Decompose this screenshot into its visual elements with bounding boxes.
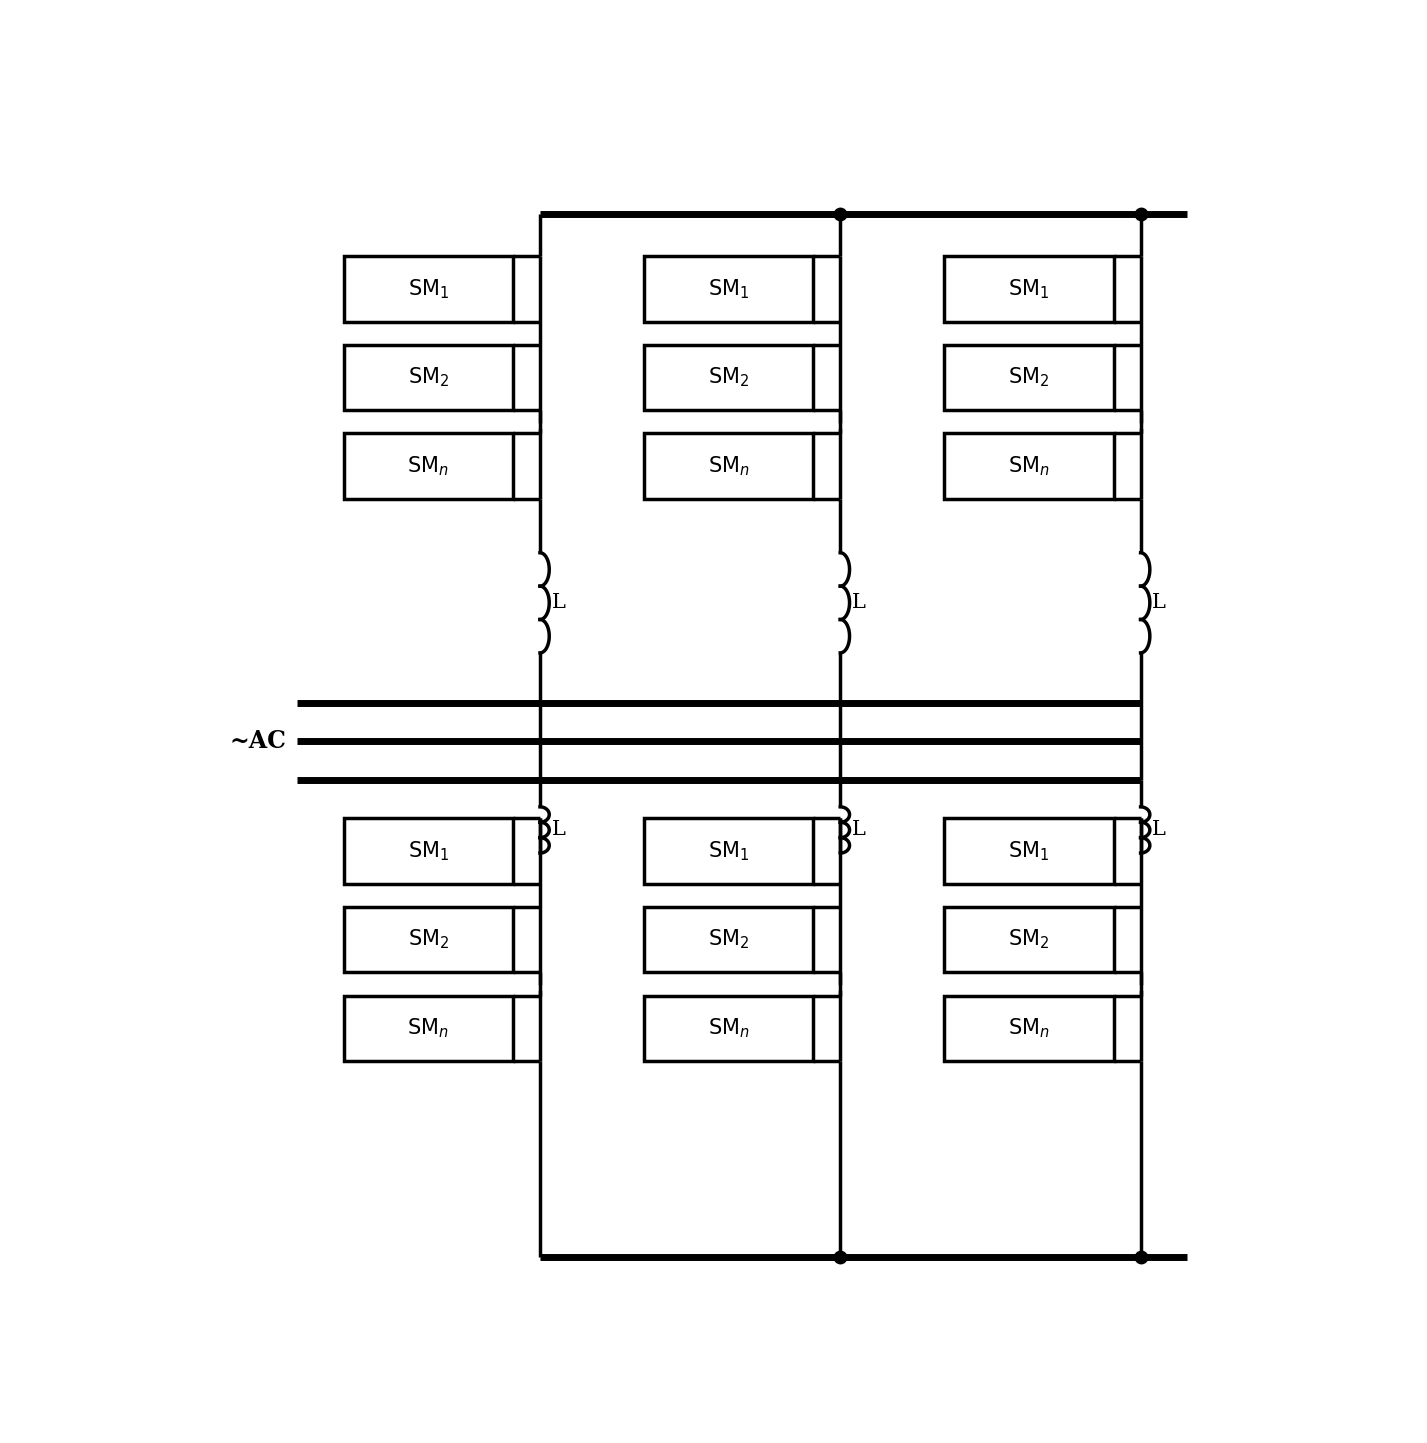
Text: $\mathrm{SM}_{n}$: $\mathrm{SM}_{n}$ (408, 1016, 450, 1040)
Text: L: L (1152, 593, 1166, 612)
Bar (644, 908, 813, 973)
Text: $\mathrm{SM}_{1}$: $\mathrm{SM}_{1}$ (708, 840, 749, 863)
Text: $\mathrm{SM}_{1}$: $\mathrm{SM}_{1}$ (1009, 840, 1050, 863)
Text: $\mathrm{SM}_{n}$: $\mathrm{SM}_{n}$ (708, 455, 749, 478)
Bar (644, 433, 813, 499)
Text: L: L (552, 593, 565, 612)
Text: L: L (852, 821, 866, 840)
Bar (945, 345, 1113, 410)
Bar (945, 818, 1113, 885)
Bar (344, 257, 514, 322)
Text: $\mathrm{SM}_{2}$: $\mathrm{SM}_{2}$ (708, 928, 749, 951)
Text: $\mathrm{SM}_{2}$: $\mathrm{SM}_{2}$ (708, 365, 749, 390)
Bar (945, 433, 1113, 499)
Text: $\mathrm{SM}_{2}$: $\mathrm{SM}_{2}$ (408, 928, 450, 951)
Bar (344, 433, 514, 499)
Bar (344, 345, 514, 410)
Bar (344, 996, 514, 1061)
Bar (344, 908, 514, 973)
Bar (644, 257, 813, 322)
Text: $\mathrm{SM}_{n}$: $\mathrm{SM}_{n}$ (1007, 455, 1050, 478)
Text: $\mathrm{SM}_{1}$: $\mathrm{SM}_{1}$ (408, 277, 450, 300)
Text: $\mathrm{SM}_{n}$: $\mathrm{SM}_{n}$ (408, 455, 450, 478)
Bar (644, 818, 813, 885)
Bar (344, 818, 514, 885)
Bar (945, 996, 1113, 1061)
Text: $\mathrm{SM}_{1}$: $\mathrm{SM}_{1}$ (1009, 277, 1050, 300)
Bar (644, 345, 813, 410)
Text: L: L (1152, 821, 1166, 840)
Text: $\mathrm{SM}_{2}$: $\mathrm{SM}_{2}$ (408, 365, 450, 390)
Text: L: L (552, 821, 565, 840)
Text: $\mathrm{SM}_{n}$: $\mathrm{SM}_{n}$ (1007, 1016, 1050, 1040)
Text: L: L (852, 593, 866, 612)
Bar (945, 908, 1113, 973)
Bar (945, 257, 1113, 322)
Text: $\mathrm{SM}_{2}$: $\mathrm{SM}_{2}$ (1009, 928, 1050, 951)
Text: $\mathrm{SM}_{n}$: $\mathrm{SM}_{n}$ (708, 1016, 749, 1040)
Text: ~AC: ~AC (228, 729, 285, 753)
Text: $\mathrm{SM}_{2}$: $\mathrm{SM}_{2}$ (1009, 365, 1050, 390)
Bar (644, 996, 813, 1061)
Text: $\mathrm{SM}_{1}$: $\mathrm{SM}_{1}$ (408, 840, 450, 863)
Text: $\mathrm{SM}_{1}$: $\mathrm{SM}_{1}$ (708, 277, 749, 300)
